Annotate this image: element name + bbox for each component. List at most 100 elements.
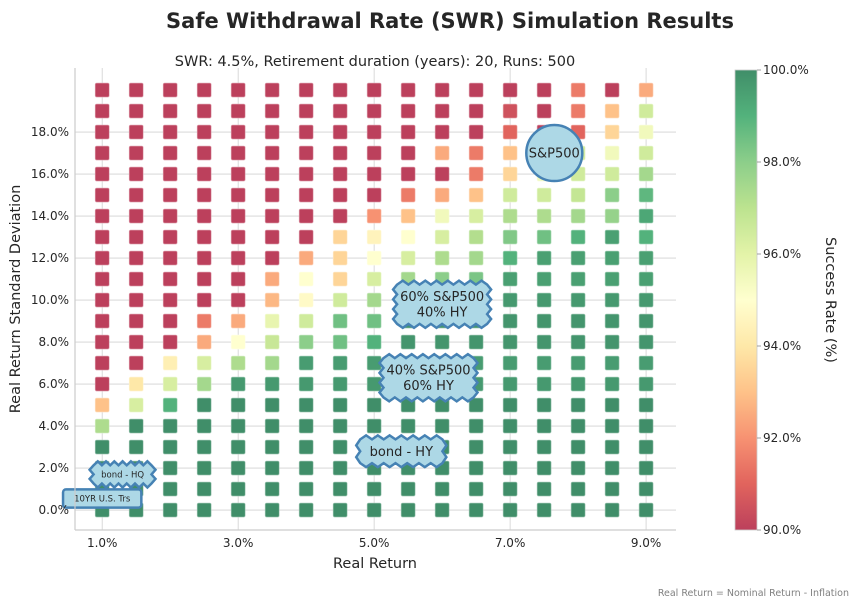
x-axis-label: Real Return [333, 556, 417, 572]
heatmap-cell [434, 502, 450, 518]
y-tick-label: 14.0% [31, 209, 69, 223]
x-tick-label: 7.0% [495, 536, 526, 550]
heatmap-cell [400, 502, 416, 518]
x-tick-label: 9.0% [631, 536, 662, 550]
heatmap-cell [604, 208, 620, 224]
heatmap-cell [536, 439, 552, 455]
heatmap-cell [604, 376, 620, 392]
heatmap-cell [434, 103, 450, 119]
heatmap-cell [298, 313, 314, 329]
heatmap-cell [128, 397, 144, 413]
heatmap-cell [366, 124, 382, 140]
heatmap-cell [196, 313, 212, 329]
heatmap-cell [196, 229, 212, 245]
annotation-10yr-u-s-trs: 10YR U.S. Trs [61, 488, 143, 509]
heatmap-cell [128, 208, 144, 224]
heatmap-cell [128, 355, 144, 371]
heatmap-cell [638, 481, 654, 497]
heatmap-cell [162, 355, 178, 371]
heatmap-cell [332, 334, 348, 350]
heatmap-cell [468, 334, 484, 350]
heatmap-cell [264, 376, 280, 392]
heatmap-cell [196, 187, 212, 203]
annotation-bond-hq: bond - HQ [87, 459, 158, 490]
chart-title: Safe Withdrawal Rate (SWR) Simulation Re… [166, 9, 734, 33]
heatmap-cell [468, 166, 484, 182]
y-axis-label: Real Return Standard Deviation [8, 185, 24, 414]
colorbar-tick-label: 92.0% [763, 431, 801, 445]
heatmap-cell [536, 460, 552, 476]
heatmap-cell [128, 187, 144, 203]
heatmap-cell [570, 229, 586, 245]
heatmap-cell [162, 292, 178, 308]
heatmap-cell [230, 208, 246, 224]
colorbar-ticks: 90.0% 92.0% 94.0% 96.0% 98.0% 100.0% [757, 63, 809, 537]
heatmap-cell [264, 460, 280, 476]
heatmap-cell [400, 250, 416, 266]
y-tick-label: 4.0% [39, 419, 70, 433]
heatmap-cell [94, 418, 110, 434]
footnote: Real Return = Nominal Return - Inflation [658, 588, 849, 599]
heatmap-cell [502, 355, 518, 371]
heatmap-cell [570, 376, 586, 392]
heatmap-cell [468, 82, 484, 98]
heatmap-cell [638, 229, 654, 245]
heatmap-cell [536, 292, 552, 308]
heatmap-cell [196, 481, 212, 497]
heatmap-cell [264, 208, 280, 224]
annotation-sawtooth-box [391, 279, 493, 330]
colorbar-tick-label: 96.0% [763, 247, 801, 261]
heatmap-cell [162, 82, 178, 98]
heatmap-cell [196, 376, 212, 392]
annotation-label: 60% HY [403, 379, 454, 394]
heatmap-cell [570, 82, 586, 98]
heatmap-cell [162, 229, 178, 245]
x-tick-label: 5.0% [359, 536, 390, 550]
colorbar-label: Success Rate (%) [822, 237, 838, 363]
heatmap-cell [366, 376, 382, 392]
heatmap-cell [366, 250, 382, 266]
heatmap-cell [502, 376, 518, 392]
heatmap-cell [638, 334, 654, 350]
heatmap-cell [94, 103, 110, 119]
heatmap-cell [366, 292, 382, 308]
heatmap-cell [332, 82, 348, 98]
heatmap-cell [468, 460, 484, 476]
heatmap-cell [536, 334, 552, 350]
heatmap-cell [332, 166, 348, 182]
heatmap-cell [264, 292, 280, 308]
heatmap-cell [468, 124, 484, 140]
heatmap-cell [196, 502, 212, 518]
heatmap-cell [162, 481, 178, 497]
heatmap-cell [502, 418, 518, 434]
heatmap-cell [264, 397, 280, 413]
heatmap-cell [298, 397, 314, 413]
heatmap-cell [366, 334, 382, 350]
heatmap-cell [94, 439, 110, 455]
heatmap-cell [502, 208, 518, 224]
heatmap-cell [638, 145, 654, 161]
heatmap-cell [366, 313, 382, 329]
y-tick-label: 18.0% [31, 125, 69, 139]
heatmap-cell [264, 124, 280, 140]
heatmap-cell [298, 292, 314, 308]
heatmap-cell [196, 82, 212, 98]
heatmap-cell [264, 355, 280, 371]
heatmap-cell [604, 292, 620, 308]
heatmap-cell [502, 271, 518, 287]
heatmap-cell [502, 292, 518, 308]
heatmap-cell [230, 124, 246, 140]
heatmap-cell [638, 187, 654, 203]
heatmap-cell [468, 439, 484, 455]
heatmap-cell [230, 145, 246, 161]
heatmap-cell [638, 313, 654, 329]
heatmap-cell [400, 82, 416, 98]
heatmap-cell [536, 376, 552, 392]
heatmap-cell [604, 502, 620, 518]
heatmap-cell [400, 481, 416, 497]
y-tick-label: 8.0% [39, 335, 70, 349]
heatmap-cell [502, 82, 518, 98]
heatmap-cell [230, 313, 246, 329]
heatmap-cell [298, 481, 314, 497]
heatmap-cell [264, 481, 280, 497]
